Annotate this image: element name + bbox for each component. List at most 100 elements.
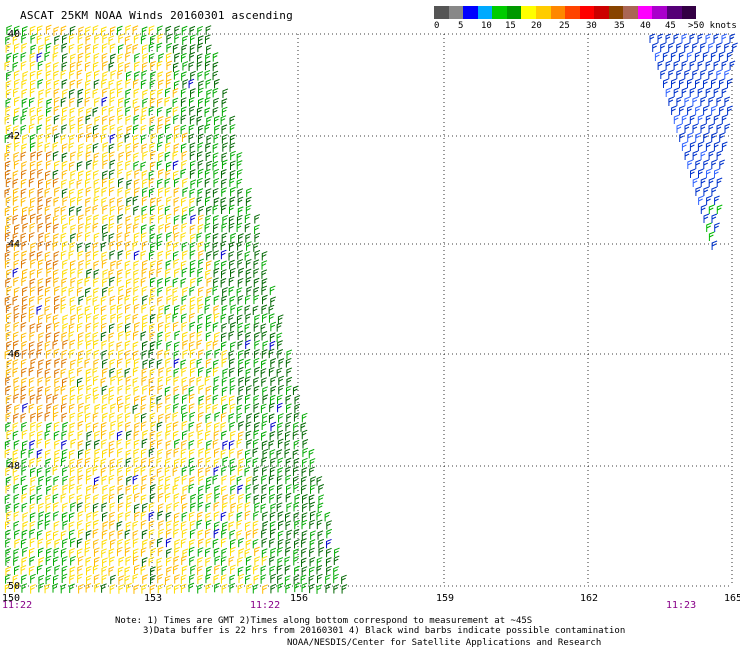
wind-barb [133, 134, 139, 144]
wind-barb [93, 214, 99, 224]
wind-barb [316, 519, 323, 530]
wind-barb [12, 466, 19, 477]
wind-barb [30, 114, 37, 125]
wind-barb [102, 142, 109, 152]
wind-barb [117, 25, 123, 36]
wind-barb [189, 169, 196, 179]
wind-barb [13, 107, 20, 117]
wind-barb [141, 205, 148, 216]
wind-barb [14, 78, 20, 89]
wind-barb [84, 457, 91, 468]
wind-barb [45, 170, 51, 180]
wind-barb [156, 557, 163, 567]
wind-barb [293, 412, 300, 422]
wind-barb [165, 492, 171, 503]
wind-barb [45, 222, 52, 233]
wind-barb [30, 242, 36, 252]
wind-barb [166, 422, 172, 432]
wind-barb [158, 53, 165, 63]
wind-barb [13, 502, 20, 513]
wind-barb [12, 232, 19, 242]
wind-barb [118, 97, 124, 107]
wind-barb [134, 422, 140, 432]
wind-barb [6, 215, 12, 225]
wind-barb [245, 430, 252, 441]
wind-barb [198, 349, 204, 359]
wind-barb [158, 79, 164, 89]
wind-barb [172, 295, 179, 306]
wind-barb [221, 466, 227, 476]
wind-barb [285, 357, 292, 368]
wind-barb [681, 60, 688, 70]
wind-barb [69, 69, 75, 80]
wind-barb [157, 376, 164, 386]
wind-barb [198, 367, 204, 377]
wind-barb [206, 367, 213, 377]
wind-barb [230, 150, 236, 161]
wind-barb [110, 420, 117, 431]
wind-barb [221, 376, 228, 387]
wind-barb [133, 205, 139, 216]
colorbar-label: 0 [434, 21, 440, 31]
wind-barb [77, 510, 84, 521]
wind-barb [228, 413, 235, 423]
wind-barb [302, 502, 308, 513]
wind-barb [148, 377, 155, 387]
wind-barb [21, 250, 28, 261]
wind-barb [38, 574, 45, 585]
wind-barb [285, 421, 292, 432]
wind-barb [213, 197, 220, 207]
wind-barb [293, 421, 299, 432]
wind-barb [197, 71, 204, 81]
wind-barb [181, 132, 188, 142]
wind-barb [124, 575, 131, 585]
wind-barb [5, 312, 12, 323]
wind-barb [326, 547, 332, 558]
wind-barb [261, 537, 268, 548]
wind-barb [157, 537, 163, 548]
wind-barb [28, 312, 35, 323]
wind-barb [690, 168, 696, 178]
wind-barb [92, 502, 99, 513]
wind-barb [60, 97, 67, 107]
wind-barb [45, 42, 52, 53]
wind-barb [45, 458, 52, 468]
wind-barb [118, 493, 124, 504]
wind-barb [221, 357, 228, 368]
wind-barb [125, 88, 132, 99]
wind-barb [668, 69, 674, 79]
wind-barb [109, 367, 116, 378]
wind-barb [117, 413, 124, 423]
wind-barb [86, 312, 92, 323]
wind-barb [229, 421, 236, 432]
wind-barb [142, 429, 148, 440]
wind-barb [142, 53, 149, 63]
wind-speed-colorbar [434, 6, 697, 19]
wind-barb [69, 206, 75, 216]
wind-barb [309, 547, 315, 558]
wind-barb [133, 79, 139, 89]
wind-barb [117, 223, 123, 233]
wind-barb [294, 493, 301, 504]
wind-barb [692, 150, 699, 160]
wind-barb [197, 276, 204, 287]
wind-barb [76, 305, 83, 315]
wind-barb [110, 260, 117, 270]
wind-barb [212, 187, 219, 198]
wind-barb [204, 69, 211, 80]
wind-barb [85, 448, 91, 459]
wind-barb [268, 474, 275, 485]
wind-barb [70, 268, 76, 278]
wind-barb [21, 556, 28, 567]
wind-barb [244, 222, 251, 233]
wind-barb [86, 215, 92, 225]
wind-barb [698, 195, 704, 205]
wind-barb [85, 583, 92, 593]
wind-barb [214, 521, 220, 531]
wind-barb [140, 484, 147, 494]
wind-barb [158, 528, 165, 539]
wind-barb [221, 98, 228, 108]
wind-barb [190, 233, 196, 243]
wind-barb [246, 413, 253, 423]
wind-barb [140, 404, 147, 414]
